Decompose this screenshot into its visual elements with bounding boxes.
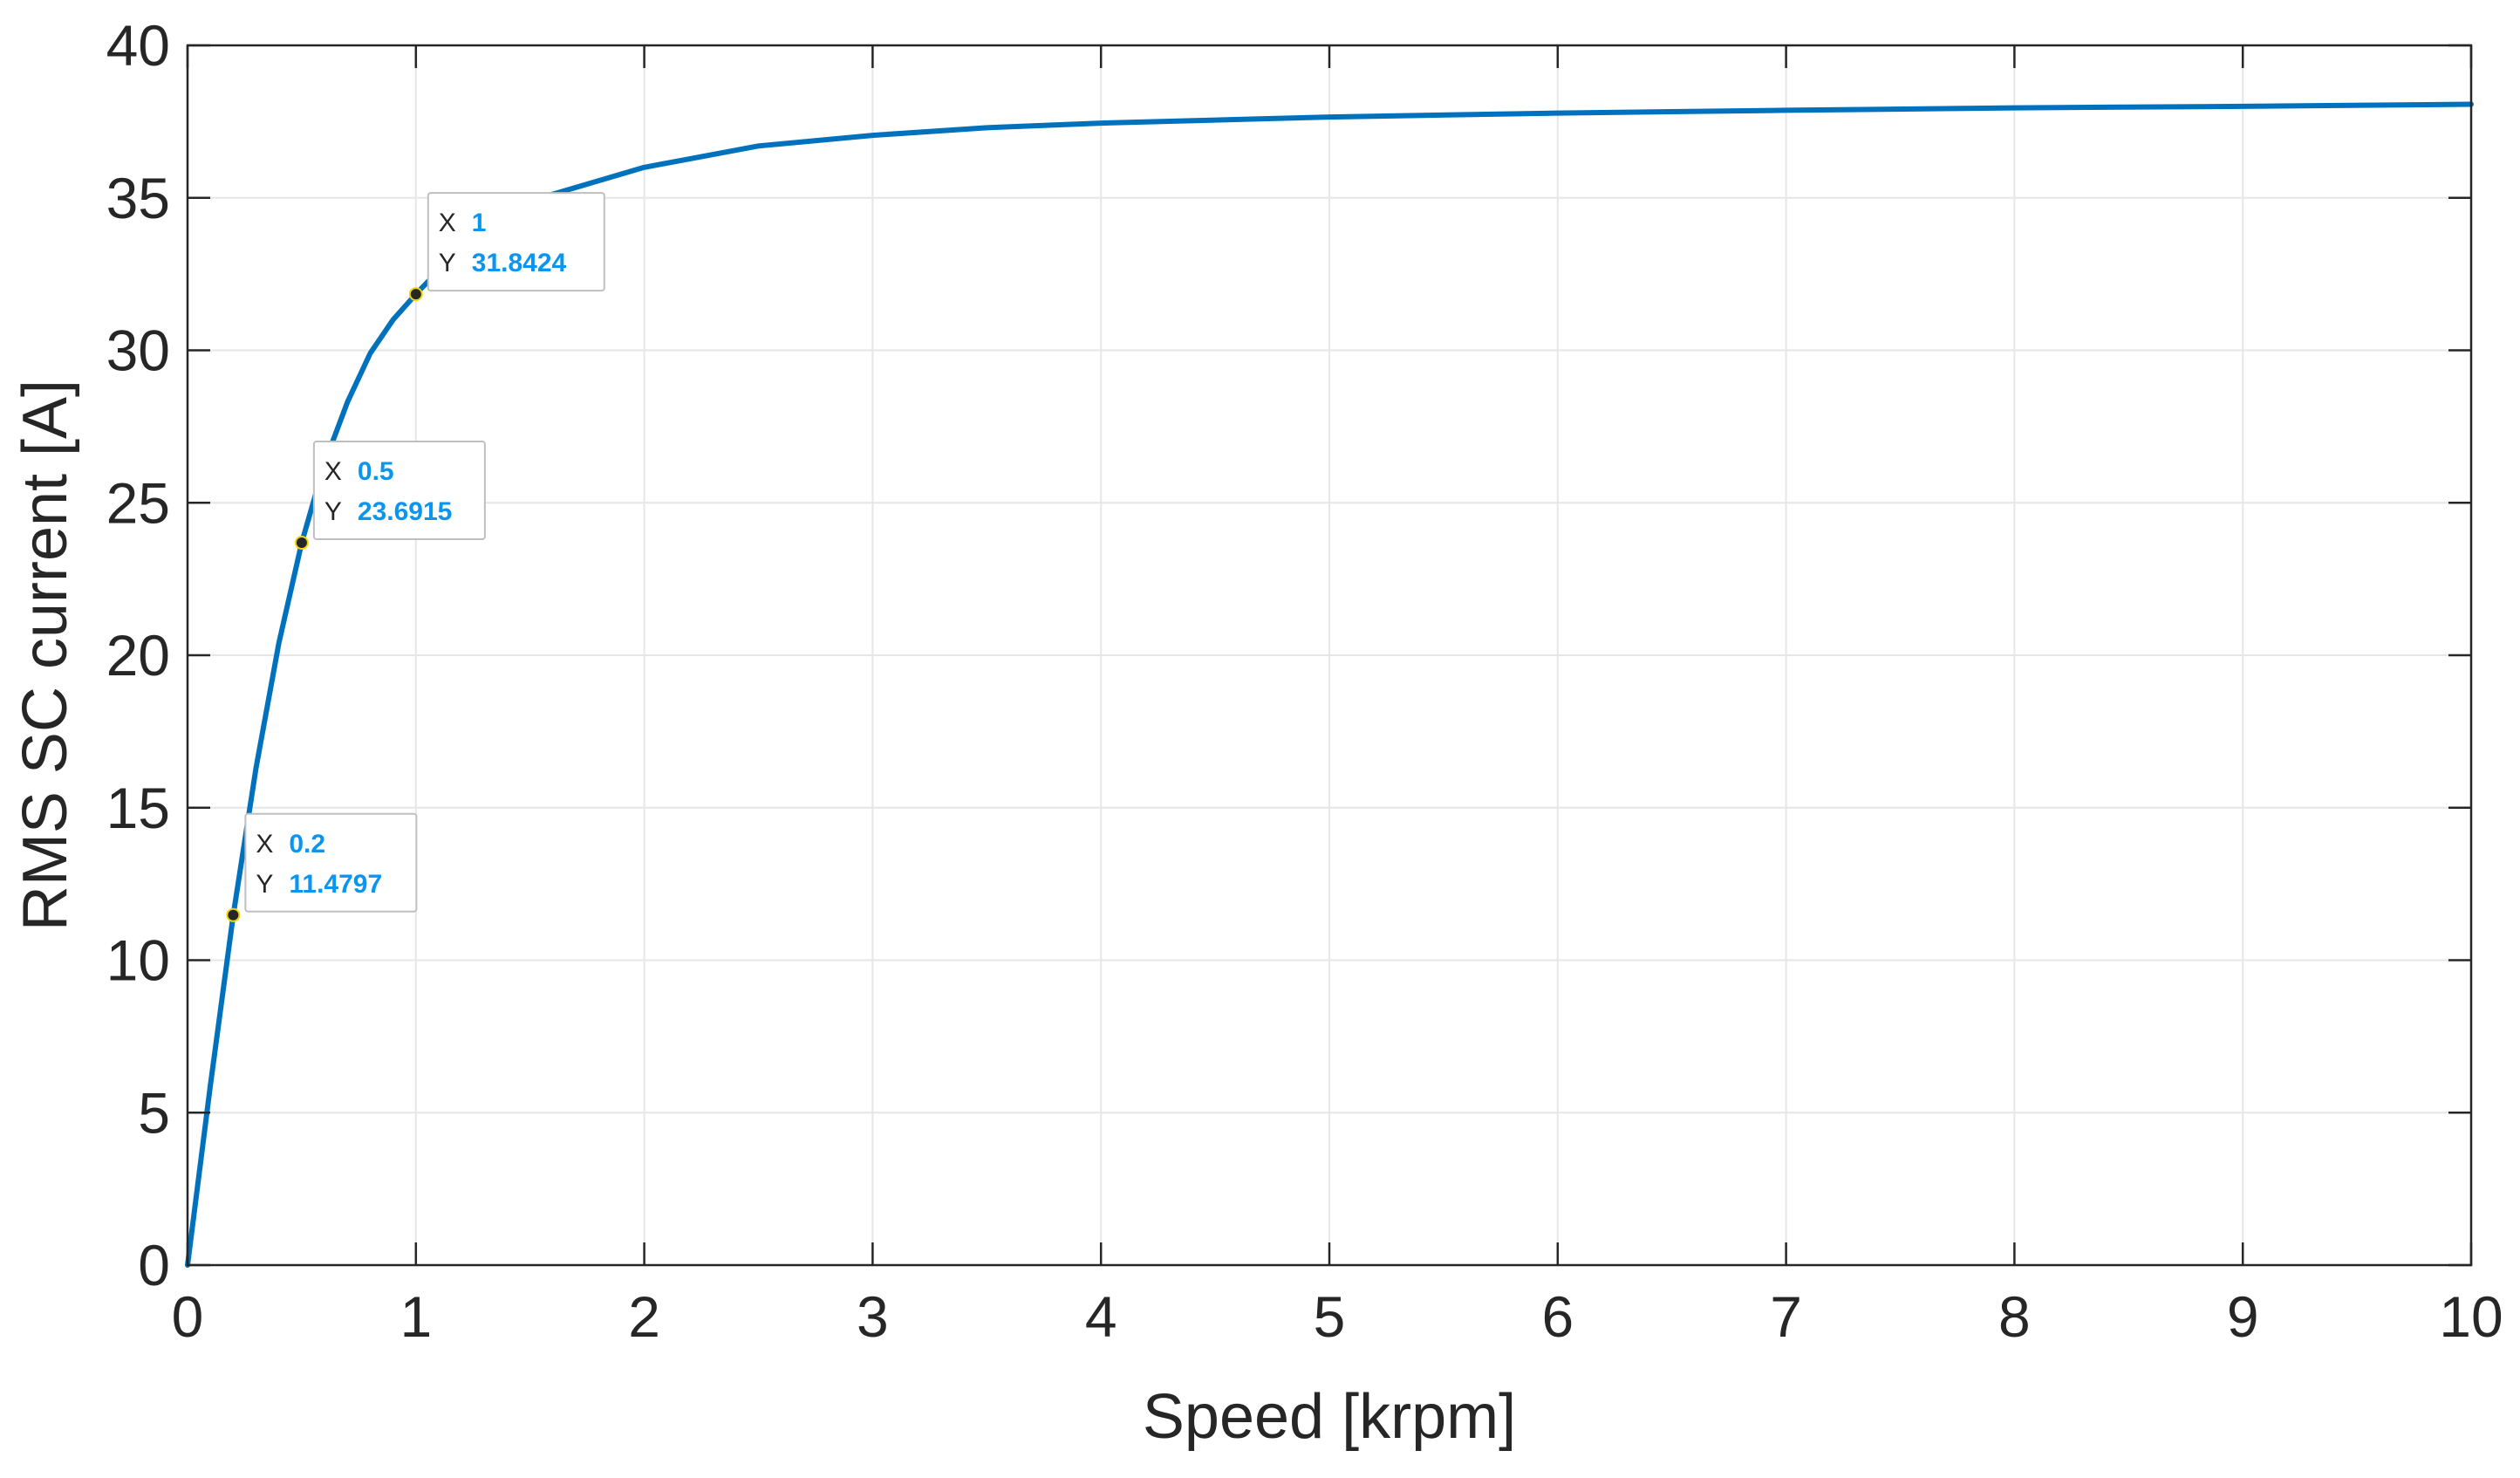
x-tick-label: 0 (172, 1284, 204, 1349)
datatip-box (244, 812, 418, 913)
x-tick-label: 1 (400, 1284, 432, 1349)
ticks: 0 1 2 3 4 5 6 7 8 9 10 0 5 10 15 20 25 30 35 40 (106, 13, 2503, 1349)
x-axis-label: Speed [krpm] (1143, 1382, 1516, 1452)
datatip-y-key: Y (439, 249, 456, 277)
x-tick-label: 6 (1541, 1284, 1574, 1349)
x-tick-label: 2 (628, 1284, 660, 1349)
x-tick-label: 4 (1085, 1284, 1117, 1349)
x-tick-label: 8 (1998, 1284, 2031, 1349)
datatip-y-value: 23.6915 (358, 497, 452, 526)
datatip-x-value: 1 (472, 209, 487, 237)
datatip-x-value: 0.5 (358, 457, 394, 486)
y-tick-label: 20 (106, 623, 170, 688)
y-tick-label: 35 (106, 166, 170, 230)
datatip-y-value: 31.8424 (472, 249, 567, 277)
datatip: X 0.2 Y 11.4797 (226, 812, 418, 922)
datatip: X 1Y 31.8424 (408, 192, 605, 302)
y-tick-label: 30 (106, 318, 170, 383)
y-axis-label: RMS SC current [A] (10, 380, 80, 931)
y-tick-label: 10 (106, 928, 170, 993)
y-tick-label: 25 (106, 470, 170, 535)
datatip-x-value: 0.2 (289, 830, 325, 859)
x-tick-label: 9 (2227, 1284, 2259, 1349)
datatip-x-key: X (256, 830, 273, 859)
y-tick-label: 15 (106, 776, 170, 840)
datatip-box (427, 192, 605, 292)
datatip: X 0.5 Y 23.6915 (294, 440, 486, 550)
x-tick-label: 7 (1770, 1284, 1802, 1349)
datatip-marker (408, 287, 423, 302)
y-tick-label: 40 (106, 13, 170, 78)
datatip-x-key: X (324, 457, 342, 486)
datatip-marker (226, 907, 241, 922)
datatip-y-key: Y (324, 497, 342, 526)
datatip-y-value: 11.4797 (289, 870, 382, 899)
datatip-box (312, 440, 486, 540)
x-tick-label: 3 (857, 1284, 889, 1349)
y-tick-label: 0 (138, 1233, 170, 1297)
datatip-x-key: X (439, 209, 456, 237)
x-tick-label: 10 (2439, 1284, 2503, 1349)
x-tick-label: 5 (1314, 1284, 1346, 1349)
datatip-y-key: Y (256, 870, 273, 899)
datatip-marker (294, 535, 309, 550)
y-tick-label: 5 (138, 1080, 170, 1145)
